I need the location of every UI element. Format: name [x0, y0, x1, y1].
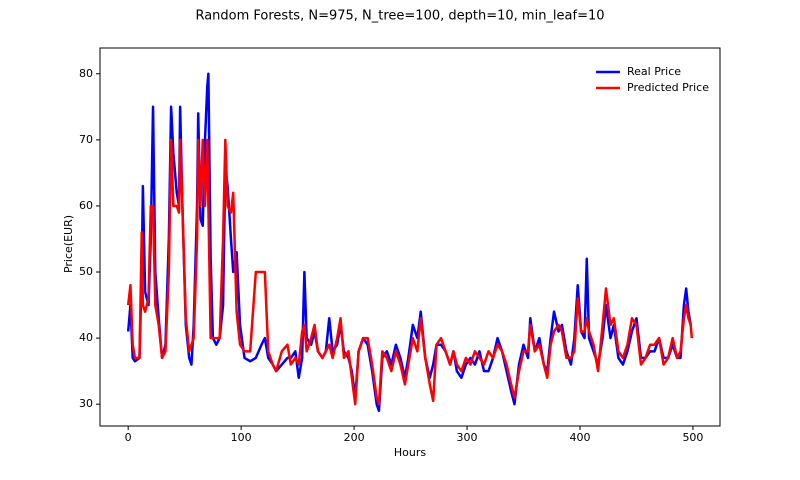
x-tick-label: 300: [457, 431, 478, 444]
x-tick-label: 0: [125, 431, 132, 444]
y-tick-label: 40: [79, 331, 93, 344]
x-axis-label: Hours: [394, 446, 426, 459]
line-series: [126, 138, 694, 406]
chart-title: Random Forests, N=975, N_tree=100, depth…: [195, 9, 604, 24]
x-tick-label: 500: [682, 431, 703, 444]
x-tick-label: 400: [569, 431, 590, 444]
legend-label: Predicted Price: [627, 81, 709, 94]
y-tick-label: 50: [79, 265, 93, 278]
y-tick-label: 70: [79, 133, 93, 146]
plot-frame: [99, 47, 721, 427]
y-tick-label: 30: [79, 397, 93, 410]
y-tick-label: 60: [79, 199, 93, 212]
y-axis-label: Price(EUR): [62, 215, 75, 273]
x-tick-label: 100: [231, 431, 252, 444]
legend-label: Real Price: [627, 65, 681, 78]
y-tick-label: 80: [79, 67, 93, 80]
x-tick-label: 200: [344, 431, 365, 444]
